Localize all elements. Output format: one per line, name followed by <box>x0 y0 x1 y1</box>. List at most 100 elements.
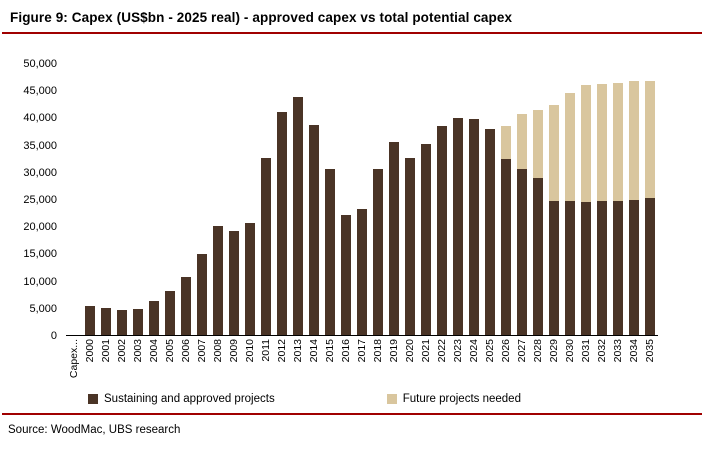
legend-swatch-sustaining <box>88 394 98 404</box>
x-axis-label: 2009 <box>227 339 240 363</box>
x-axis-label: 2035 <box>643 339 656 363</box>
bar-segment-sustaining <box>340 214 352 335</box>
bar-slot <box>498 64 514 335</box>
x-axis-label: 2012 <box>275 339 288 363</box>
bar-slot <box>210 64 226 335</box>
bar-segment-sustaining <box>548 201 560 335</box>
x-axis-label: 2007 <box>195 339 208 363</box>
bar-slot <box>178 64 194 335</box>
bar-segment-sustaining <box>452 118 464 335</box>
x-axis-label: 2004 <box>147 339 160 363</box>
x-axis-label: 2003 <box>131 339 144 363</box>
bar-segment-sustaining <box>260 158 272 335</box>
x-axis-label: 2010 <box>243 339 256 363</box>
y-axis-tick-label: 40,000 <box>23 112 57 125</box>
x-axis-label: 2028 <box>531 339 544 363</box>
bar-slot <box>98 64 114 335</box>
bar-slot <box>162 64 178 335</box>
bar-slot <box>466 64 482 335</box>
x-axis-label: 2026 <box>499 339 512 363</box>
y-axis-tick-label: 20,000 <box>23 221 57 234</box>
x-axis-label: 2032 <box>595 339 608 363</box>
x-axis-label: 2008 <box>211 339 224 363</box>
bar-slot <box>370 64 386 335</box>
x-axis-label: 2011 <box>259 339 272 362</box>
bar-slot <box>66 64 82 335</box>
bar-slot <box>338 64 354 335</box>
bar-segment-sustaining <box>212 226 224 335</box>
bar-segment-future <box>548 104 560 202</box>
bar-slot <box>354 64 370 335</box>
bar-segment-sustaining <box>612 200 624 335</box>
bar-slot <box>418 64 434 335</box>
bar-segment-sustaining <box>644 198 656 335</box>
bar-segment-sustaining <box>500 158 512 335</box>
bar-segment-sustaining <box>372 168 384 335</box>
legend-swatch-future <box>386 394 397 404</box>
figure-title: Figure 9: Capex (US$bn - 2025 real) - ap… <box>10 10 513 25</box>
x-axis-label: 2025 <box>483 339 496 363</box>
bar-segment-sustaining <box>420 144 432 335</box>
bar-slot <box>626 64 642 335</box>
bar-segment-sustaining <box>324 168 336 335</box>
bar-segment-future <box>596 84 608 202</box>
plot-bars <box>66 64 658 336</box>
bar-segment-future <box>564 92 576 202</box>
x-axis-label: 2001 <box>99 339 112 363</box>
x-axis-label: 2016 <box>339 339 352 363</box>
x-axis-label: 2034 <box>627 339 640 363</box>
bar-segment-sustaining <box>196 254 208 335</box>
x-axis-label: 2002 <box>115 339 128 363</box>
y-axis-tick-label: 45,000 <box>23 85 57 98</box>
legend: Sustaining and approved projects Future … <box>88 393 704 405</box>
bar-segment-sustaining <box>84 306 96 335</box>
bar-slot <box>546 64 562 335</box>
bar-segment-sustaining <box>628 199 640 335</box>
bar-segment-sustaining <box>404 157 416 335</box>
x-axis-labels: Capex... 2000 2001 2002 2003 2004 2005 2006 2007… <box>66 339 658 391</box>
bar-slot <box>482 64 498 335</box>
bar-slot <box>514 64 530 335</box>
x-axis-label: 2020 <box>403 339 416 363</box>
bar-segment-sustaining <box>532 177 544 335</box>
bar-segment-sustaining <box>436 126 448 335</box>
x-axis-label: 2023 <box>451 339 464 363</box>
bar-slot <box>434 64 450 335</box>
bar-slot <box>82 64 98 335</box>
bar-slot <box>130 64 146 335</box>
y-axis-tick-label: 30,000 <box>23 166 57 179</box>
bar-segment-sustaining <box>100 307 112 335</box>
bar-segment-future <box>500 126 512 159</box>
y-axis-tick-label: 10,000 <box>23 275 57 288</box>
legend-label-future: Future projects needed <box>402 393 521 405</box>
bar-segment-sustaining <box>180 277 192 335</box>
bar-segment-future <box>644 80 656 199</box>
bar-segment-sustaining <box>148 300 160 335</box>
x-axis-label: 2024 <box>467 339 480 363</box>
bar-segment-sustaining <box>164 291 176 335</box>
x-axis-label: 2019 <box>387 339 400 363</box>
legend-label-sustaining: Sustaining and approved projects <box>104 393 275 405</box>
bar-slot <box>562 64 578 335</box>
y-axis-tick-label: 50,000 <box>23 58 57 70</box>
bar-slot <box>578 64 594 335</box>
bar-segment-sustaining <box>516 168 528 335</box>
y-axis-tick-label: 35,000 <box>23 139 57 152</box>
bar-segment-sustaining <box>388 142 400 335</box>
figure-header: Figure 9: Capex (US$bn - 2025 real) - ap… <box>2 0 702 34</box>
bar-segment-sustaining <box>468 119 480 335</box>
source-divider <box>2 413 702 415</box>
x-axis-label: 2000 <box>83 339 96 363</box>
bar-slot <box>242 64 258 335</box>
bar-segment-sustaining <box>564 201 576 335</box>
bar-segment-sustaining <box>484 129 496 335</box>
bar-slot <box>594 64 610 335</box>
legend-item-sustaining: Sustaining and approved projects <box>88 393 275 405</box>
chart: 0 5,000 10,000 15,000 20,000 25,000 30,000 35,0… <box>10 58 658 342</box>
bar-segment-sustaining <box>356 209 368 335</box>
bar-slot <box>274 64 290 335</box>
source-text: Source: WoodMac, UBS research <box>8 424 181 436</box>
x-axis-label: 2031 <box>579 339 592 363</box>
x-axis-label: 2017 <box>355 339 368 363</box>
x-axis-label: 2030 <box>563 339 576 363</box>
